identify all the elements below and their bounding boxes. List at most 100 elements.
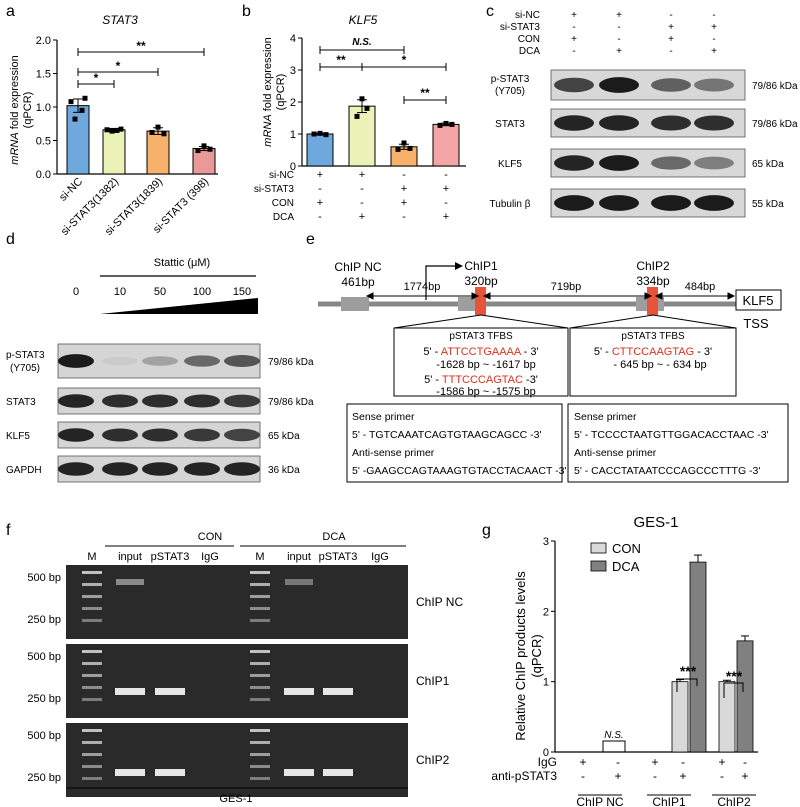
gel-marker-band [82,753,102,756]
panel-c-size-label: 65 kDa [752,159,784,170]
primer-right-line: 5' - TCCCCTAATGTTGGACACCTAAC -3' [574,429,769,441]
panel-b-datapoint [323,132,329,138]
gel-marker-band [250,662,270,665]
panel-b-sign: - [402,169,406,181]
panel-b-sign: - [444,197,448,209]
chipnc-label: ChIP NC [334,260,381,274]
panel-g-sign: + [741,769,748,783]
legend-swatch-con [590,542,607,554]
group-con-label: CON [198,531,223,543]
panel-a-xtick-label: si-NC [57,176,85,204]
klf5-gene-box [735,289,782,311]
panel-b-sign: - [444,169,448,181]
sig-a-3: * [94,71,99,85]
panel-c-blot-label: (Y705) [495,86,525,97]
gel-marker-label: 500 bp [27,572,61,584]
panel-b-datapoint [354,113,360,119]
panel-b-sign: - [360,183,364,195]
blot-d-band [142,394,178,408]
blot-c-band [694,78,734,92]
panel-e: e ChIP NC 461bp ChIP1 320bp ChIP2 334bp … [306,231,789,483]
legend-swatch-dca [590,560,607,572]
panel-c-row-label: si-NC [515,10,540,21]
gel-image [66,644,408,718]
panel-a-datapoint [72,116,78,122]
left-seq-2: TTTCCCAGTAC [442,374,523,386]
blot-c-band [651,115,691,131]
panel-b-significance: N.S. ** * ** [319,37,447,104]
panel-g-group-label: ChIP2 [717,795,751,807]
panel-c-sign: - [572,46,575,57]
panel-b-datapoint [437,122,443,128]
klf5-gene-label: KLF5 [742,293,773,308]
panel-b-sign: + [443,211,449,223]
gel-marker-band [82,571,102,574]
panel-a-ylabel: fold expression [9,55,21,132]
panel-a-ytick-label: 2.0 [36,35,51,47]
left-pos-2: -1586 bp ~ -1575 bp [436,386,535,398]
dose-label: 100 [193,286,211,298]
gel-band [155,769,185,776]
gel-marker-band [82,777,102,780]
panel-c-sign: + [668,34,674,45]
panel-b-bar [306,133,334,167]
gel-marker-band [82,662,102,665]
gel-band [116,579,144,585]
gel-marker-band [250,765,270,768]
panel-c-sign: - [712,34,715,45]
panel-b-datapoint [443,120,449,126]
gel-marker-band [250,741,270,744]
panel-b-datapoint [359,96,365,102]
panel-g-row-label: anti-pSTAT3 [491,769,557,783]
panel-g-bar [718,681,736,753]
panel-b: b KLF5 mRNA fold expression (qPCR) 0 1 2 3 4… [242,3,466,223]
dist-1: 1774bp [404,281,441,293]
panel-a-datapoint [82,95,88,101]
distance-arrows [365,292,736,300]
blot-d-band [102,462,138,476]
gel-marker-band [82,698,102,701]
panel-g-sign: - [681,755,685,769]
panel-g-ytick-label: 2 [543,606,549,618]
gel-lane-label: pSTAT3 [151,551,190,563]
panel-b-ylabel-italic: mRNA [262,114,274,146]
panel-a-bar [102,129,126,175]
panel-a-datapoint [201,143,207,149]
gel-band [284,769,314,776]
gel-row-label: ChIP1 [416,674,450,688]
panel-g-sign: - [653,769,657,783]
panel-c-sign: + [571,34,577,45]
panel-a-datapoint [118,126,124,132]
panel-c-sign: - [572,22,575,33]
gel-marker-label: 500 bp [27,730,61,742]
panel-a-bar [146,130,170,175]
panel-letter-g: g [482,522,491,539]
gel-marker-band [250,607,270,610]
panel-a-title: STAT3 [102,13,138,27]
gel-marker-band [82,650,102,653]
blot-d-band [224,394,260,408]
tss-arrow [425,265,455,300]
panel-b-datapoint [395,146,401,152]
blot-c-band [554,155,594,171]
panel-a-ytick-label: 0.5 [36,136,51,148]
panel-g-sign: - [743,755,747,769]
gel-band [155,688,185,695]
panel-c-sign: - [617,34,620,45]
primer-left-line: 5' - TGTCAAATCAGTGTAAGCAGCC -3' [352,429,542,441]
panel-a-datapoint [155,124,161,130]
panel-b-datapoint [407,145,413,151]
panel-g-sign: - [720,769,724,783]
dist-2: 719bp [551,281,582,293]
sig-g-1: *** [680,663,697,679]
tfbs-right-title: pSTAT3 TFBS [621,331,685,342]
sig-b-2: * [402,53,407,67]
blot-d-band [224,428,260,442]
right-seq-1: CTTCCAAGTAG [612,346,694,358]
panel-d-size-label: 65 kDa [268,431,300,442]
gel-marker-band [250,650,270,653]
svg-text:5' - TTTCCCAGTAC -3': 5' - TTTCCCAGTAC -3' [424,374,538,386]
panel-c-sign: + [711,22,717,33]
panel-c-sign: - [669,46,672,57]
panel-a-datapoint [109,128,115,134]
